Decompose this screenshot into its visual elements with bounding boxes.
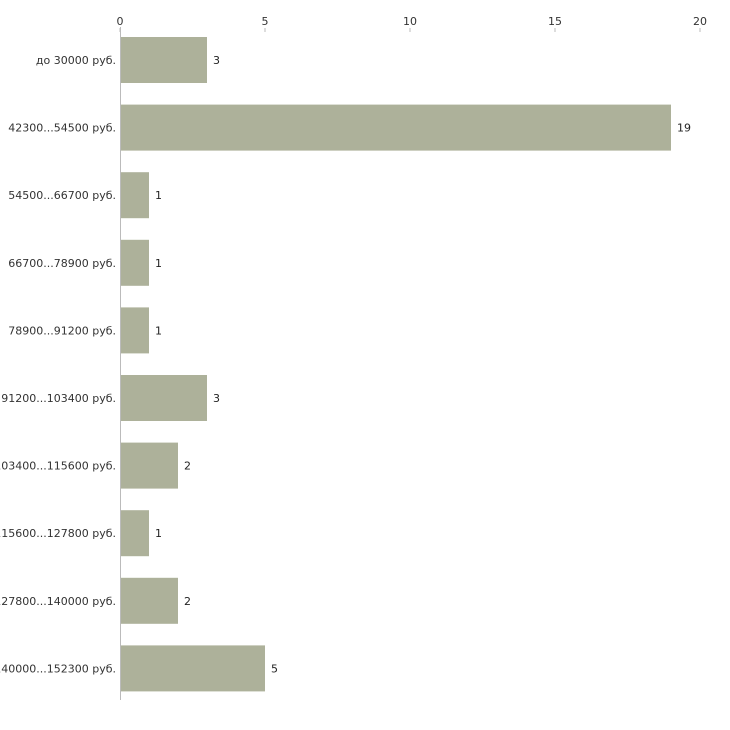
category-label: 127800...140000 руб. (0, 595, 116, 608)
category-label: 42300...54500 руб. (8, 122, 116, 135)
data-label: 1 (155, 527, 162, 540)
x-tick-label: 5 (262, 15, 269, 28)
data-label: 2 (184, 460, 191, 473)
data-label: 3 (213, 54, 220, 67)
data-label: 3 (213, 392, 220, 405)
bar[interactable] (121, 239, 149, 286)
bar[interactable] (121, 104, 671, 151)
bars (121, 37, 671, 692)
data-label: 19 (677, 122, 691, 135)
bar[interactable] (121, 577, 178, 624)
bar[interactable] (121, 375, 207, 421)
data-label: 2 (184, 595, 191, 608)
category-label: до 30000 руб. (36, 54, 116, 67)
x-tick-label: 0 (117, 15, 124, 28)
data-label: 1 (155, 324, 162, 337)
x-tick-label: 10 (403, 15, 417, 28)
category-label: 66700...78900 руб. (8, 257, 116, 270)
data-label: 1 (155, 189, 162, 202)
category-label: 140000...152300 руб. (0, 662, 116, 675)
data-label: 1 (155, 257, 162, 270)
category-label: 103400...115600 руб. (0, 460, 116, 473)
category-label: 78900...91200 руб. (8, 324, 116, 337)
bar[interactable] (121, 510, 149, 557)
x-tick-label: 20 (693, 15, 707, 28)
bar[interactable] (121, 172, 149, 219)
bar[interactable] (121, 645, 265, 692)
x-axis-ticks: 0 5 10 15 20 (117, 15, 707, 32)
x-tick-label: 15 (548, 15, 562, 28)
bar[interactable] (121, 37, 207, 83)
category-label: 115600...127800 руб. (0, 527, 116, 540)
data-label: 5 (271, 662, 278, 675)
bar[interactable] (121, 307, 149, 354)
category-label: 54500...66700 руб. (8, 189, 116, 202)
category-labels: до 30000 руб. 42300...54500 руб. 54500...6… (0, 54, 116, 675)
bar[interactable] (121, 442, 178, 489)
data-labels: 3 19 1 1 1 3 2 1 2 5 (155, 54, 691, 675)
category-label: 91200...103400 руб. (1, 392, 116, 405)
